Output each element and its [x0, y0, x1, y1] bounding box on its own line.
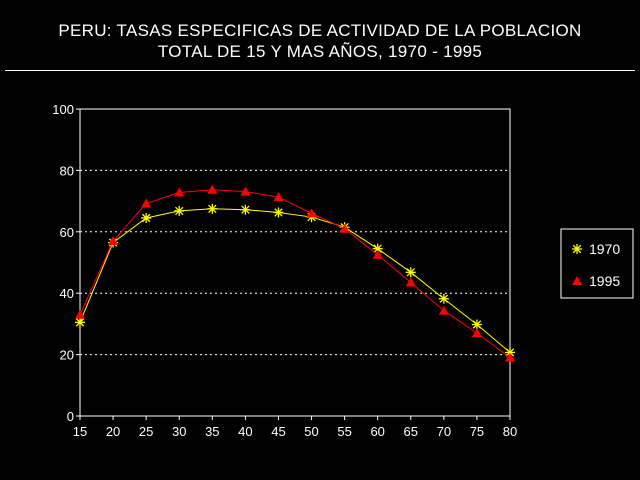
x-tick-label-75: 75: [470, 424, 484, 439]
point-1995-65: [405, 277, 416, 287]
x-tick-label-50: 50: [304, 424, 318, 439]
x-tick-label-45: 45: [271, 424, 285, 439]
point-1995-60: [372, 249, 383, 259]
legend-marker-1995: [572, 276, 582, 285]
point-1995-25: [141, 198, 152, 208]
point-1970-40: [240, 204, 251, 215]
axes: 0 20 40 60 80 100 15 20 25 30 35 40 45 50 55 60 65 70 75 80: [52, 102, 517, 439]
legend-label-1995: 1995: [589, 273, 620, 289]
x-tick-label-20: 20: [106, 424, 120, 439]
point-1995-75: [471, 328, 482, 338]
legend-label-1970: 1970: [589, 241, 620, 257]
point-1970-45: [273, 207, 284, 218]
point-1995-35: [207, 184, 218, 194]
x-tick-label-40: 40: [238, 424, 252, 439]
y-tick-label-80: 80: [60, 163, 74, 178]
x-tick-label-60: 60: [370, 424, 384, 439]
series-line-1970: [79, 208, 511, 353]
series-1970: [75, 203, 515, 358]
plot-area: [79, 108, 511, 417]
point-1995-70: [438, 305, 449, 315]
title-divider: [5, 70, 635, 71]
chart-title: PERU: TASAS ESPECIFICAS DE ACTIVIDAD DE …: [0, 20, 640, 62]
point-1995-50: [306, 208, 317, 218]
point-1970-70: [438, 293, 449, 304]
chart-title-line-2: TOTAL DE 15 Y MAS AÑOS, 1970 - 1995: [157, 42, 483, 61]
point-1995-30: [174, 187, 185, 197]
point-1995-15: [75, 309, 85, 319]
point-1970-35: [207, 203, 218, 214]
x-tick-label-65: 65: [404, 424, 418, 439]
legend: 1970 1995: [560, 228, 634, 299]
x-tick-label-15: 15: [73, 424, 87, 439]
point-1995-80: [505, 352, 515, 362]
point-1970-80: [505, 347, 515, 358]
point-1970-65: [405, 267, 416, 278]
y-tick-label-20: 20: [60, 348, 74, 363]
x-tick-label-80: 80: [503, 424, 517, 439]
chart-title-line-1: PERU: TASAS ESPECIFICAS DE ACTIVIDAD DE …: [58, 21, 582, 40]
y-tick-label-60: 60: [60, 225, 74, 240]
point-1995-20: [108, 236, 119, 246]
x-tick-label-70: 70: [437, 424, 451, 439]
y-tick-label-100: 100: [52, 102, 74, 117]
legend-marker-1970: [572, 244, 582, 254]
series-layer: [75, 184, 515, 362]
legend-box: [560, 228, 634, 299]
series-1995: [75, 184, 515, 362]
x-tick-label-55: 55: [337, 424, 351, 439]
point-1995-40: [240, 186, 251, 196]
point-1970-25: [141, 212, 152, 223]
y-tick-label-0: 0: [67, 409, 74, 424]
point-1995-45: [273, 192, 284, 202]
gridlines: [80, 169, 510, 356]
series-line-1995: [79, 189, 511, 359]
point-1995-55: [339, 223, 350, 233]
y-tick-label-40: 40: [60, 286, 74, 301]
point-1970-15: [75, 317, 85, 328]
x-tick-label-35: 35: [205, 424, 219, 439]
point-1970-75: [471, 319, 482, 330]
x-tick-label-30: 30: [172, 424, 186, 439]
x-tick-label-25: 25: [139, 424, 153, 439]
point-1970-30: [174, 205, 185, 216]
